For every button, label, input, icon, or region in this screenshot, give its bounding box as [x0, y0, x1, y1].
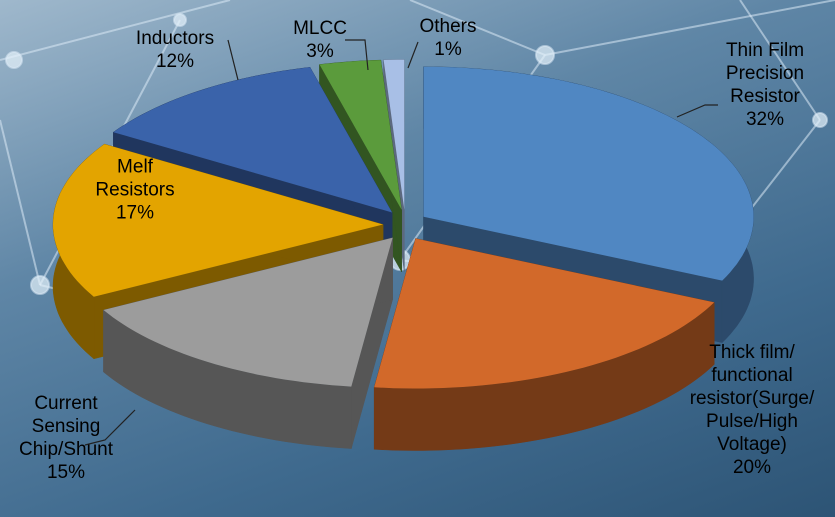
label-value: 1% — [418, 38, 478, 61]
label-category: MLCC — [290, 17, 350, 40]
label-value: 17% — [80, 202, 190, 225]
label-category: Thin Film Precision Resistor — [705, 39, 825, 108]
label-value: 32% — [705, 108, 825, 131]
label-category: Inductors — [115, 27, 235, 50]
label-value: 20% — [687, 456, 817, 479]
label-category: Thick film/ functional resistor(Surge/Pu… — [687, 341, 817, 456]
label-value: 15% — [6, 461, 126, 484]
label-value: 3% — [290, 40, 350, 63]
label-category: Current Sensing Chip/Shunt — [6, 392, 126, 461]
label-category: Melf Resistors — [80, 156, 190, 202]
data-label: Thick film/ functional resistor(Surge/Pu… — [687, 341, 817, 479]
label-value: 12% — [115, 50, 235, 73]
chart: Thin Film Precision Resistor32% Thick fil… — [0, 0, 835, 517]
label-category: Others — [418, 15, 478, 38]
